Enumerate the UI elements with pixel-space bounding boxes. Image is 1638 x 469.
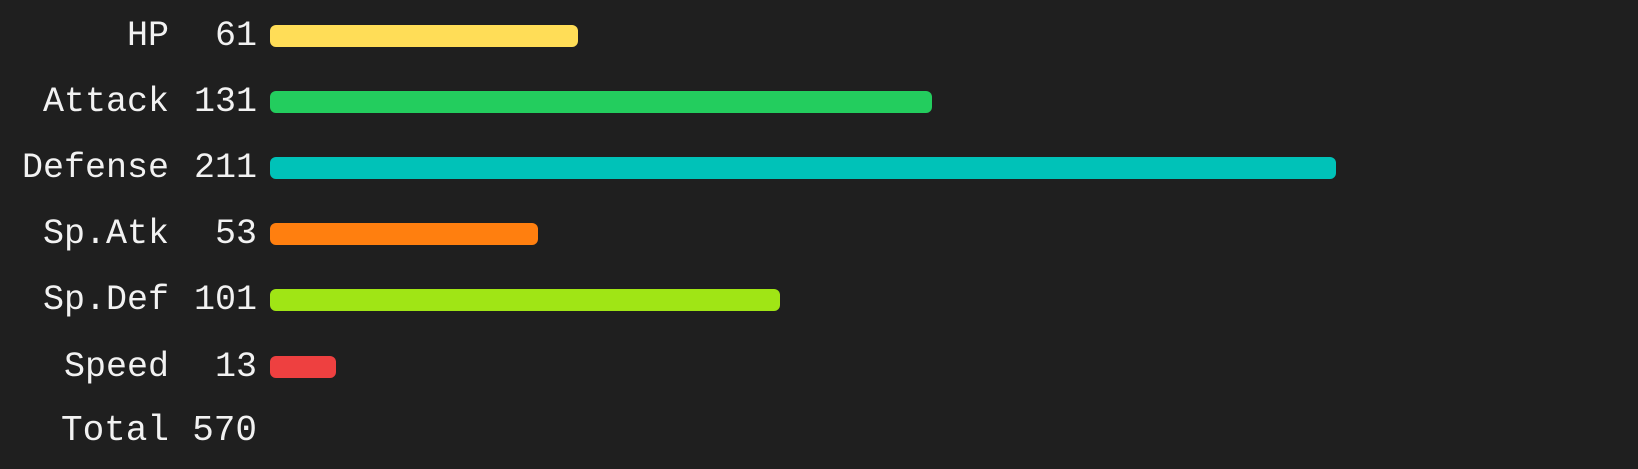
stat-value: 101 [193,280,257,320]
stat-bar-sp-atk [270,223,538,245]
stat-row-hp: HP 61 [0,3,1638,69]
stat-bar-sp-def [270,289,780,311]
stat-label: HP [126,16,169,56]
stat-row-total: Total 570 [0,398,1638,464]
stat-bar-speed [270,356,336,378]
stat-value: 61 [214,16,257,56]
stat-value: 53 [214,214,257,254]
stat-label: Speed [63,347,169,387]
stat-bar-defense [270,157,1336,179]
total-value: 570 [192,410,257,451]
stat-label: Sp.Def [42,280,169,320]
stat-label: Defense [21,148,169,188]
stat-label: Sp.Atk [42,214,169,254]
stat-bar-attack [270,91,932,113]
stat-row-attack: Attack 131 [0,69,1638,135]
stat-value: 211 [193,148,257,188]
stat-label: Attack [42,82,169,122]
stat-row-sp-def: Sp.Def 101 [0,267,1638,333]
stat-bar-hp [270,25,578,47]
stat-value: 13 [214,347,257,387]
total-label: Total [60,410,169,451]
stat-value: 131 [193,82,257,122]
stat-row-speed: Speed 13 [0,334,1638,400]
stat-row-sp-atk: Sp.Atk 53 [0,201,1638,267]
stat-row-defense: Defense 211 [0,135,1638,201]
